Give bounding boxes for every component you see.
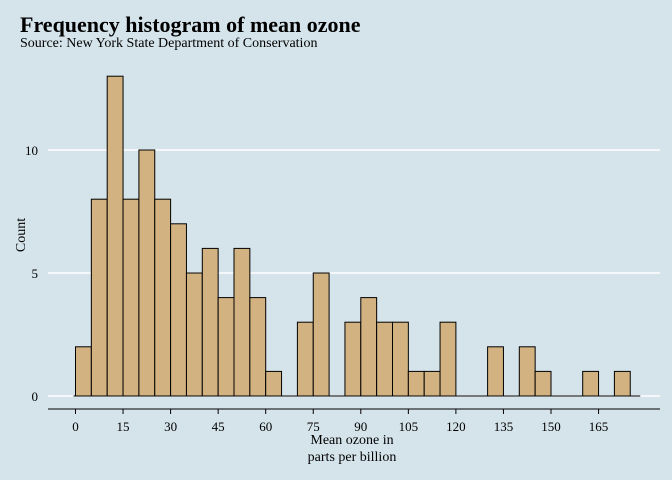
histogram-bar [233, 247, 251, 397]
histogram-bar [312, 272, 330, 397]
histogram-bar [613, 370, 631, 397]
histogram-bar [106, 75, 124, 397]
x-tick-label: 0 [72, 419, 79, 434]
x-tick-label: 75 [307, 419, 320, 434]
histogram-bar [217, 297, 235, 397]
histogram-bar [407, 370, 425, 397]
x-tick-label: 120 [446, 419, 466, 434]
chart-subtitle: Source: New York State Department of Con… [20, 36, 318, 51]
x-tick-label: 135 [494, 419, 514, 434]
histogram-bar [296, 321, 314, 397]
histogram-bar [344, 321, 362, 397]
x-tick-label: 45 [212, 419, 225, 434]
histogram-bar [582, 370, 600, 397]
x-tick-label: 15 [117, 419, 130, 434]
x-tick-label: 150 [541, 419, 561, 434]
histogram-bar [487, 346, 504, 397]
histogram-bar [534, 370, 552, 397]
histogram-bar [185, 272, 203, 397]
x-tick-label: 30 [164, 419, 177, 434]
histogram-bar [90, 198, 108, 397]
histogram-bar [170, 223, 187, 397]
y-tick-label: 5 [32, 266, 39, 281]
histogram-bar [392, 321, 409, 397]
histogram-bar [249, 297, 267, 397]
x-tick-label: 60 [259, 419, 272, 434]
x-tick-label: 105 [399, 419, 419, 434]
histogram-bar [154, 198, 172, 397]
y-tick-label: 0 [32, 389, 39, 404]
chart-title: Frequency histogram of mean ozone [20, 12, 361, 37]
histogram-bar [518, 346, 536, 397]
histogram-bar [360, 297, 378, 397]
histogram-bar [376, 321, 393, 397]
x-axis-label-line-1: Mean ozone in [310, 433, 394, 448]
histogram-bar [265, 370, 283, 397]
histogram-bar [423, 370, 441, 397]
histogram-bar [201, 247, 219, 397]
histogram-bar [138, 149, 156, 397]
histogram-bar [122, 198, 140, 397]
x-axis-label-line-2: parts per billion [307, 450, 397, 465]
histogram-bar [75, 346, 92, 397]
x-tick-label: 90 [354, 419, 367, 434]
y-tick-label: 10 [25, 143, 38, 158]
histogram-bar [439, 321, 457, 397]
x-tick-label: 165 [589, 419, 609, 434]
x-axis-label: Mean ozone in parts per billion [308, 432, 397, 466]
